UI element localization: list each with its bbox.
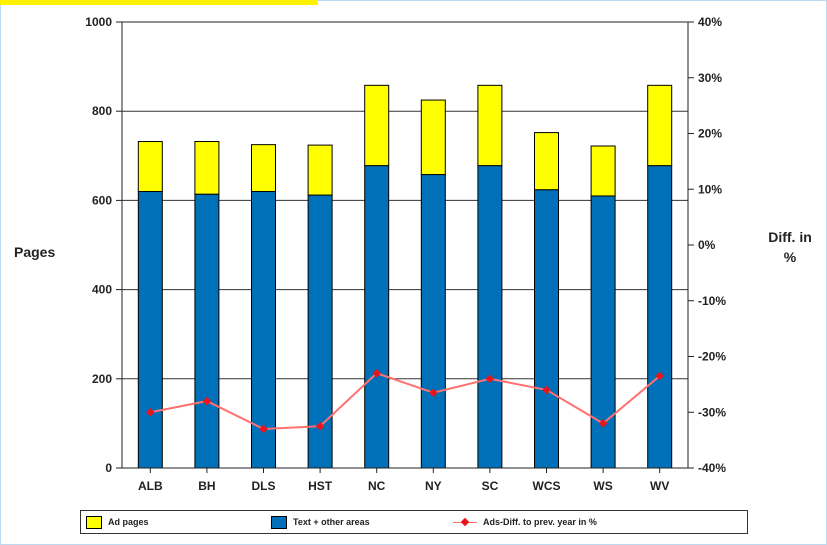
ads-diff-line <box>150 372 661 430</box>
axes: 0 200 400 600 800 1000 -40% -30% -20% -10% 0% 10% 20… <box>85 15 726 493</box>
y-tick-label: 0 <box>105 461 112 475</box>
ads-diff-point <box>315 421 325 431</box>
bar-ad-pages <box>251 144 276 192</box>
y2-axis-title-line2: % <box>784 249 797 265</box>
legend: Ad pages Text + other areas Ads-Diff. to… <box>80 510 748 534</box>
bar-text-areas <box>420 174 446 469</box>
plot-border <box>121 21 689 469</box>
bar-text-areas <box>194 193 220 469</box>
bar-ad-pages <box>420 99 446 176</box>
bar-text-areas <box>137 190 163 469</box>
ads-diff-point <box>372 368 381 378</box>
bar-ad-pages <box>137 141 163 192</box>
bar-ad-pages <box>194 141 220 195</box>
y2-tick-label: 40% <box>698 15 722 29</box>
x-tick-label: WCS <box>533 479 561 493</box>
y-axis-title: Pages <box>14 244 55 260</box>
x-tick-label: NY <box>425 479 442 493</box>
ads-diff-point <box>655 371 664 381</box>
y-tick-label: 600 <box>92 193 112 207</box>
ads-diff-point <box>542 385 551 395</box>
y2-tick-label: -10% <box>698 294 726 308</box>
y2-tick-label: -20% <box>698 350 726 364</box>
y-tick-label: 400 <box>92 283 112 297</box>
title-strip <box>0 0 318 5</box>
legend-label-text-areas: Text + other areas <box>293 517 370 527</box>
legend-swatch-text-areas <box>271 515 287 529</box>
ads-diff-point <box>598 419 608 428</box>
y2-axis-title-line1: Diff. in <box>768 229 812 245</box>
x-tick-label: WV <box>650 479 669 493</box>
y-tick-label: 800 <box>92 104 112 118</box>
diff-line <box>146 368 664 434</box>
y2-tick-label: 10% <box>698 182 722 196</box>
bar-ad-pages <box>590 145 616 197</box>
legend-item-text-areas: Text + other areas <box>271 514 370 530</box>
chart-canvas: 0 200 400 600 800 1000 -40% -30% -20% -10% 0% 10% 20… <box>14 15 812 493</box>
y-tick-label: 1000 <box>85 15 112 29</box>
x-tick-label: ALB <box>138 479 163 493</box>
bar-ad-pages <box>647 84 673 167</box>
ads-diff-point <box>485 374 495 384</box>
ads-diff-point <box>146 408 155 417</box>
y2-tick-label: 30% <box>698 71 722 85</box>
bar-text-areas <box>647 165 673 469</box>
y2-tick-label: 0% <box>698 238 716 252</box>
bar-ad-pages <box>477 84 503 167</box>
x-tick-label: SC <box>482 479 499 493</box>
x-tick-label: NC <box>368 479 386 493</box>
x-tick-label: DLS <box>252 479 276 493</box>
legend-line-ads-diff <box>453 516 477 529</box>
legend-item-ad-pages: Ad pages <box>86 514 149 530</box>
legend-swatch-ad-pages <box>86 515 102 529</box>
bar-ad-pages <box>534 132 559 191</box>
y-tick-label: 200 <box>92 372 112 386</box>
bar-text-areas <box>364 165 390 469</box>
bar-ad-pages <box>364 84 390 167</box>
bar-text-areas <box>534 189 559 469</box>
y2-tick-label: 20% <box>698 127 722 141</box>
bar-ad-pages <box>307 144 333 196</box>
x-tick-label: WS <box>593 479 612 493</box>
y2-tick-label: -40% <box>698 461 726 475</box>
legend-item-ads-diff: Ads-Diff. to prev. year in % <box>453 514 597 530</box>
x-tick-label: BH <box>198 479 215 493</box>
legend-label-ad-pages: Ad pages <box>108 517 149 527</box>
legend-label-ads-diff: Ads-Diff. to prev. year in % <box>483 517 597 527</box>
bar-text-areas <box>477 165 503 469</box>
ads-diff-point <box>429 388 438 397</box>
ads-diff-point <box>259 424 268 434</box>
ads-diff-point <box>202 396 212 406</box>
x-tick-label: HST <box>308 479 333 493</box>
y2-tick-label: -30% <box>698 405 726 419</box>
bars <box>137 84 673 469</box>
